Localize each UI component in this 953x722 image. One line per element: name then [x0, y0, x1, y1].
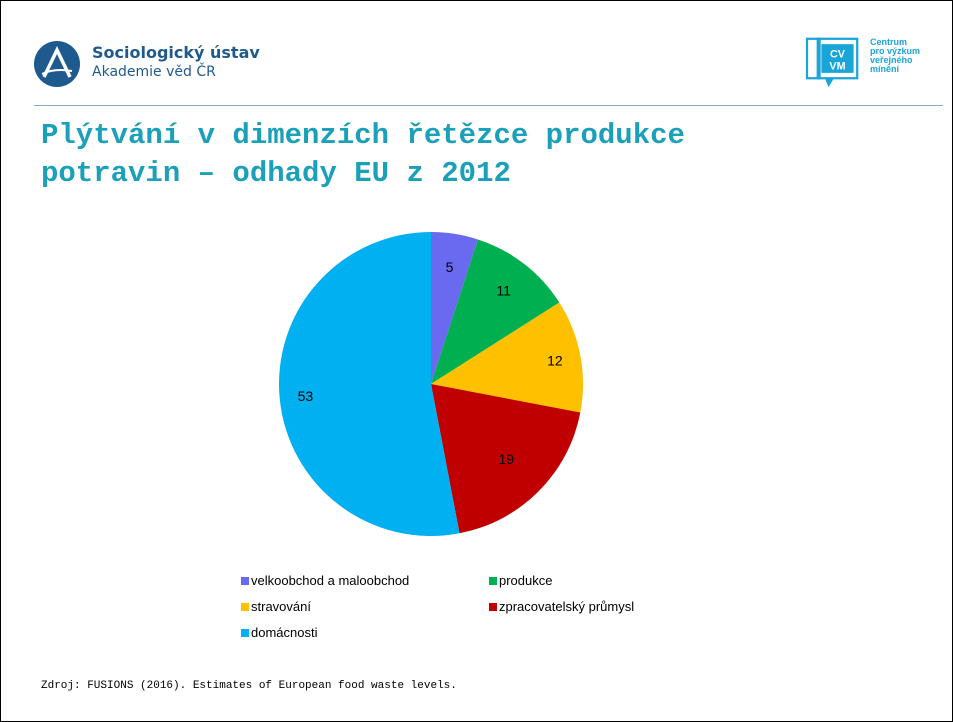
- pie-data-label: 53: [298, 388, 314, 404]
- legend-swatch: [489, 577, 497, 585]
- institution-logo-mark: [34, 41, 80, 87]
- pie-slice-3: [431, 302, 583, 413]
- slide-title: Plýtvání v dimenzích řetězce produkce po…: [41, 117, 901, 193]
- pie-slice-1: [431, 232, 478, 384]
- source-note: Zdroj: FUSIONS (2016). Estimates of Euro…: [41, 680, 457, 692]
- cvvm-letters-bottom: VM: [829, 60, 845, 72]
- pie-slice-2: [431, 239, 560, 384]
- cvvm-name-line: Centrum: [870, 37, 908, 47]
- legend-swatch: [489, 603, 497, 611]
- cvvm-name-line: mínění: [870, 64, 900, 74]
- cvvm-name: Centrum pro výzkum veřejného mínění: [870, 38, 920, 74]
- legend-label: velkoobchod a maloobchod: [251, 573, 410, 588]
- cvvm-name-line: pro výzkum: [870, 46, 921, 56]
- legend-swatch: [241, 603, 249, 611]
- pie-chart: 5 11 12 19 53: [278, 232, 583, 536]
- institution-logo: Sociologický ústav Akademie věd ČR: [34, 39, 334, 89]
- legend-label: domácnosti: [251, 625, 318, 640]
- institution-name: Sociologický ústav: [92, 43, 260, 62]
- cvvm-logo-mark: CV VM: [805, 37, 859, 88]
- legend-swatch: [241, 629, 249, 637]
- legend-label: stravování: [251, 599, 311, 614]
- institution-subtitle: Akademie věd ČR: [92, 64, 216, 80]
- pie-data-label: 11: [496, 282, 511, 298]
- pie-slice-4: [431, 384, 581, 534]
- slide-title-line: Plýtvání v dimenzích řetězce produkce: [41, 119, 685, 152]
- legend-swatch: [241, 577, 249, 585]
- header-divider: [34, 105, 943, 106]
- pie-data-label: 19: [498, 451, 514, 467]
- pie-data-label: 5: [446, 259, 454, 275]
- cvvm-logo: CV VM Centrum pro výzkum veřejného míněn…: [802, 34, 942, 98]
- legend-label: zpracovatelský průmysl: [499, 599, 635, 614]
- legend-label: produkce: [499, 573, 553, 588]
- pie-data-label: 12: [547, 352, 563, 368]
- chart-legend: velkoobchod a maloobchod produkce stravová…: [241, 573, 761, 663]
- pie-slice-5: [278, 232, 460, 536]
- slide-title-line: potravin – odhady EU z 2012: [41, 157, 511, 190]
- cvvm-letters-top: CV: [830, 49, 846, 61]
- cvvm-name-line: veřejného: [870, 55, 913, 65]
